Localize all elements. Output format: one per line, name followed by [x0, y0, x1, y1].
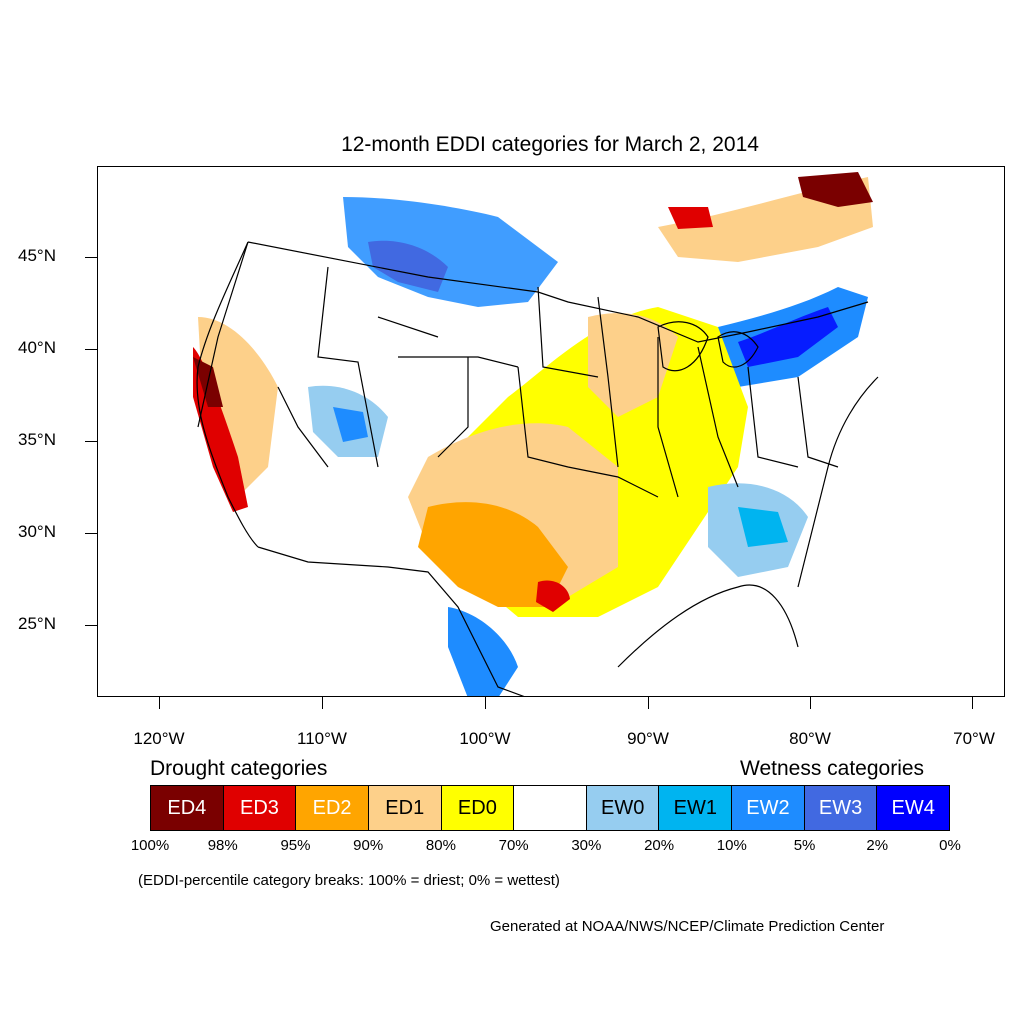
- coastline: [196, 241, 879, 668]
- legend-colorbar: ED4 ED3 ED2 ED1 ED0 EW0 EW1 EW2 EW3 EW4: [150, 785, 950, 831]
- lat-tick: [85, 441, 97, 442]
- lon-label: 80°W: [789, 729, 831, 748]
- legend-swatch: ED2: [296, 786, 369, 830]
- legend-swatch: ED3: [223, 786, 297, 830]
- us-canada-border: [247, 241, 869, 343]
- region-ew1-southeast: [738, 507, 788, 547]
- eddi-map: [193, 172, 888, 696]
- credit-line: Generated at NOAA/NWS/NCEP/Climate Predi…: [490, 918, 885, 935]
- lat-tick: [85, 257, 97, 258]
- legend-swatch: ED1: [368, 786, 442, 830]
- lon-label: 70°W: [953, 729, 995, 748]
- lon-label: 120°W: [133, 729, 185, 748]
- lat-label: 25°N: [18, 614, 56, 633]
- map-panel: [97, 166, 1005, 697]
- region-ed3-ontario: [668, 207, 713, 229]
- lat-tick: [85, 349, 97, 350]
- legend-break-label: 70%: [498, 837, 529, 854]
- lat-label: 30°N: [18, 522, 56, 541]
- map-title: 12-month EDDI categories for March 2, 20…: [341, 133, 759, 156]
- state-lines: [197, 241, 839, 498]
- region-ed1-midwest: [588, 313, 678, 417]
- lat-label: 35°N: [18, 430, 56, 449]
- lon-tick: [159, 697, 160, 709]
- legend-swatch: EW0: [586, 786, 660, 830]
- legend-break-label: 20%: [644, 837, 675, 854]
- drought-heading: Drought categories: [150, 757, 328, 780]
- legend-swatch: [514, 786, 587, 830]
- region-ew4-northeast: [738, 307, 838, 367]
- region-ed3-texas: [536, 580, 570, 612]
- legend-break-label: 10%: [716, 837, 747, 854]
- legend-break-label: 30%: [571, 837, 602, 854]
- legend-break-label: 2%: [866, 837, 889, 854]
- region-ed4-ontario: [798, 172, 873, 207]
- legend-break-label: 95%: [280, 837, 311, 854]
- lon-label: 100°W: [459, 729, 511, 748]
- region-ew2-colorado: [333, 407, 368, 442]
- legend-swatch: EW2: [732, 786, 805, 830]
- legend-break-label: 98%: [207, 837, 238, 854]
- lon-tick: [810, 697, 811, 709]
- region-ed2-texas: [418, 502, 568, 607]
- lon-tick: [648, 697, 649, 709]
- lon-label: 110°W: [297, 729, 347, 748]
- legend-break-label: 5%: [793, 837, 816, 854]
- lon-tick: [485, 697, 486, 709]
- us-mexico-border: [257, 546, 525, 696]
- legend-break-label: 80%: [425, 837, 456, 854]
- great-lakes-outline: [657, 321, 759, 372]
- lat-label: 40°N: [18, 338, 56, 357]
- legend-swatch: EW4: [877, 786, 950, 830]
- region-ew3-north: [368, 240, 448, 292]
- lon-tick: [322, 697, 323, 709]
- legend-break-label: 100%: [130, 837, 170, 854]
- legend-break-label: 0%: [939, 837, 961, 854]
- legend-break-label: 90%: [353, 837, 384, 854]
- lat-tick: [85, 625, 97, 626]
- category-note: (EDDI-percentile category breaks: 100% =…: [138, 872, 560, 889]
- legend-swatch: EW3: [804, 786, 878, 830]
- lon-label: 90°W: [627, 729, 669, 748]
- lon-tick: [972, 697, 973, 709]
- legend-swatch: ED0: [441, 786, 515, 830]
- lat-label: 45°N: [18, 246, 56, 265]
- wetness-heading: Wetness categories: [740, 757, 925, 780]
- region-ew-gulf: [448, 607, 518, 696]
- legend-swatch: ED4: [151, 786, 224, 830]
- lat-tick: [85, 533, 97, 534]
- legend-swatch: EW1: [659, 786, 733, 830]
